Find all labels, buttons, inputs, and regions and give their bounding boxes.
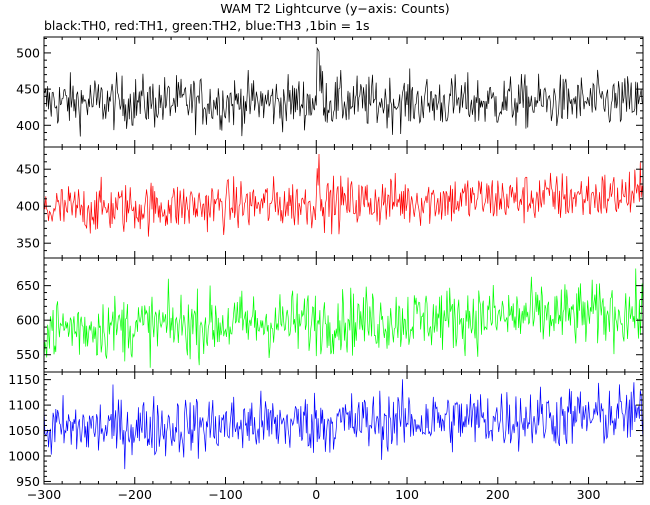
x-tick-label: 0	[312, 487, 320, 502]
panels: 400 450 500 350 400 450 550 600 650 950 1000 1050 11…	[8, 36, 644, 489]
panel-th1: 350 400 450	[16, 146, 644, 259]
y-tick-label: 1100	[8, 398, 40, 413]
y-tick-label: 950	[16, 474, 40, 489]
x-tick-label: −300	[27, 487, 61, 502]
y-tick-label: 1000	[8, 449, 40, 464]
y-tick-label: 650	[16, 278, 40, 293]
chart-title: WAM T2 Lightcurve (y−axis: Counts)	[220, 1, 449, 16]
panel-th3: 950 1000 1050 1100 1150	[8, 371, 644, 489]
series-line-th3	[44, 379, 643, 470]
y-tick-label: 350	[16, 236, 40, 251]
x-axis: −300 −200 −100 0 100 200 300	[27, 487, 601, 502]
chart-subtitle: black:TH0, red:TH1, green:TH2, blue:TH3 …	[44, 18, 370, 33]
x-tick-label: 300	[577, 487, 601, 502]
series-line-th0	[44, 47, 643, 137]
y-tick-label: 550	[16, 347, 40, 362]
y-tick-label: 400	[16, 118, 40, 133]
panel-frame	[43, 371, 644, 485]
panel-frame	[43, 36, 644, 148]
series-line-th1	[44, 154, 643, 237]
x-tick-label: 100	[395, 487, 419, 502]
y-tick-label: 400	[16, 199, 40, 214]
panel-th0: 400 450 500	[16, 36, 644, 148]
series-line-th2	[44, 268, 643, 368]
x-tick-label: 200	[486, 487, 510, 502]
x-tick-label: −100	[208, 487, 242, 502]
y-tick-label: 600	[16, 313, 40, 328]
y-tick-label: 450	[16, 82, 40, 97]
y-tick-label: 500	[16, 45, 40, 60]
y-tick-label: 1150	[8, 372, 40, 387]
x-tick-label: −200	[118, 487, 152, 502]
panel-th2: 550 600 650	[16, 257, 644, 373]
y-tick-label: 1050	[8, 423, 40, 438]
y-tick-label: 450	[16, 162, 40, 177]
